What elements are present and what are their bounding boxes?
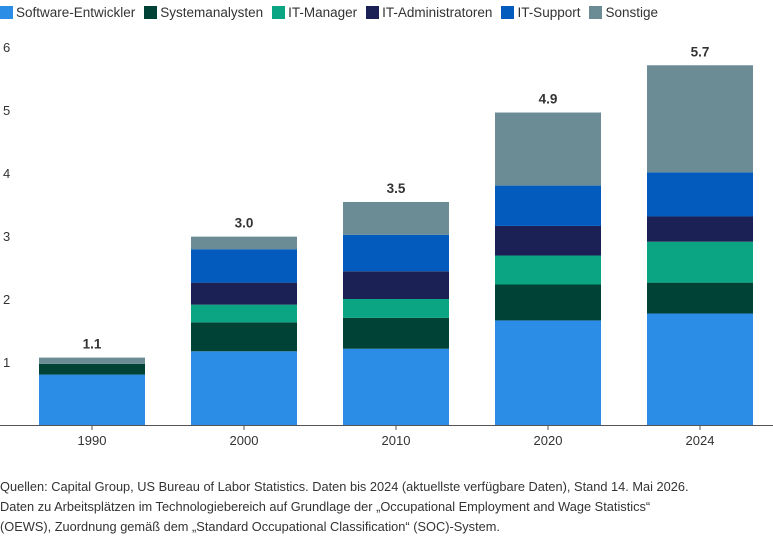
x-tick-label: 2010 <box>382 433 411 448</box>
bar-segment <box>495 225 601 256</box>
bar-total-label: 4.9 <box>539 92 558 107</box>
x-tick-label: 2020 <box>534 433 563 448</box>
legend-swatch <box>589 5 603 19</box>
bar-total-label: 3.5 <box>387 181 406 196</box>
bar-segment <box>191 322 297 352</box>
bar-segment <box>647 282 753 314</box>
bar-total-label: 3.0 <box>235 216 254 231</box>
bar-total-label: 5.7 <box>691 44 710 59</box>
bar-segment <box>495 284 601 321</box>
legend-swatch <box>144 5 158 19</box>
bar-segment <box>647 216 753 242</box>
legend-label: IT-Support <box>517 4 581 20</box>
legend-label: IT-Manager <box>288 4 358 20</box>
legend-label: Software-Entwickler <box>16 4 136 20</box>
bar-segment <box>495 112 601 186</box>
bar-segment <box>39 363 145 375</box>
y-tick-label: 6 <box>3 40 10 55</box>
bar-segment <box>191 236 297 250</box>
bar-segment <box>39 374 145 425</box>
legend-item: IT-Administratoren <box>366 5 492 20</box>
y-tick-label: 3 <box>3 229 10 244</box>
legend-swatch <box>366 5 380 19</box>
y-tick-label: 1 <box>3 355 10 370</box>
source-footnote: Quellen: Capital Group, US Bureau of Lab… <box>0 477 773 537</box>
bar-segment <box>343 299 449 318</box>
bar-segment <box>343 317 449 349</box>
bar-segment <box>647 172 753 217</box>
bar-segment <box>191 282 297 305</box>
bar-segment <box>647 313 753 425</box>
footnote-line: (OEWS), Zuordnung gemäß dem „Standard Oc… <box>0 519 500 534</box>
bar-segment <box>191 304 297 323</box>
legend-item: IT-Manager <box>272 5 357 20</box>
bar-segment <box>39 357 145 364</box>
footnote-line: Quellen: Capital Group, US Bureau of Lab… <box>0 479 689 494</box>
legend-swatch <box>0 5 13 19</box>
legend-swatch <box>501 5 515 19</box>
legend-label: Systemanalysten <box>160 4 264 20</box>
legend-item: Software-Entwickler <box>0 5 135 20</box>
chart-legend: Software-Entwickler Systemanalysten IT-M… <box>0 2 667 22</box>
bar-segment <box>647 241 753 283</box>
bar-segment <box>647 65 753 173</box>
legend-item: Sonstige <box>589 5 658 20</box>
legend-label: IT-Administratoren <box>382 4 493 20</box>
bar-segment <box>495 185 601 226</box>
stacked-bar-chart: 1 2 3 4 5 6 1.1 1990 3.0 2000 3.5 2010 4.9 2020 5.7 202… <box>0 40 773 448</box>
footnote-line: Daten zu Arbeitsplätzen im Technologiebe… <box>0 499 651 514</box>
x-tick-label: 1990 <box>78 433 107 448</box>
legend-label: Sonstige <box>605 4 659 20</box>
bar-segment <box>343 201 449 235</box>
bar-segment <box>343 348 449 425</box>
x-tick-label: 2024 <box>686 433 715 448</box>
bar-segment <box>343 234 449 272</box>
bar-segment <box>495 255 601 285</box>
bar-segment <box>191 249 297 283</box>
bar-segment <box>495 320 601 425</box>
legend-swatch <box>272 5 286 19</box>
legend-item: Systemanalysten <box>144 5 263 20</box>
y-tick-label: 2 <box>3 292 10 307</box>
bar-total-label: 1.1 <box>83 337 102 352</box>
bar-segment <box>191 351 297 425</box>
x-tick-label: 2000 <box>230 433 259 448</box>
y-tick-label: 5 <box>3 103 10 118</box>
legend-item: IT-Support <box>501 5 580 20</box>
bar-segment <box>343 271 449 299</box>
y-tick-label: 4 <box>3 166 10 181</box>
